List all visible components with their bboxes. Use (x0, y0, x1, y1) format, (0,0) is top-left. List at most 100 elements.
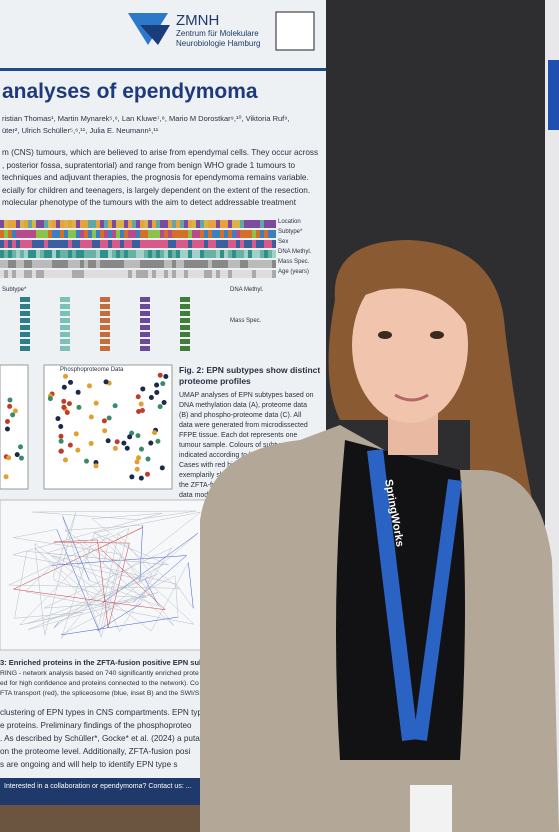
figure-graphic (196, 270, 200, 278)
figure-graphic (148, 260, 152, 268)
poster-text: Location (278, 219, 301, 225)
figure-graphic (144, 260, 148, 268)
poster-text: DNA Methyl. (230, 287, 264, 293)
figure-graphic (44, 270, 48, 278)
figure-graphic (100, 240, 104, 248)
figure-graphic (52, 512, 77, 577)
figure-graphic (216, 240, 220, 248)
figure-graphic (28, 230, 32, 238)
figure-graphic (128, 250, 132, 258)
figure-graphic (148, 250, 152, 258)
figure-graphic (64, 409, 70, 415)
figure-graphic (208, 230, 212, 238)
figure-graphic (114, 439, 120, 445)
figure-graphic (12, 260, 16, 268)
figure-graphic (128, 220, 132, 228)
poster-text: 3: Enriched proteins in the ZFTA-fusion … (0, 658, 220, 667)
figure-graphic (212, 250, 216, 258)
figure-graphic (192, 230, 196, 238)
figure-graphic (76, 230, 80, 238)
figure-graphic (228, 220, 232, 228)
figure-graphic (16, 240, 20, 248)
poster-text: Age (years) (278, 269, 310, 275)
figure-graphic (100, 250, 104, 258)
figure-graphic (24, 220, 28, 228)
figure-graphic (96, 260, 100, 268)
figure-graphic (68, 260, 72, 268)
poster-text: data were generated from microdissected (179, 422, 308, 429)
logo-mark (140, 25, 170, 45)
figure-graphic (156, 240, 160, 248)
figure-graphic (25, 565, 53, 592)
figure-graphic (188, 230, 192, 238)
figure-graphic (67, 442, 73, 448)
poster-text: exemplarily show the dist... (179, 472, 264, 479)
poster-text: m (CNS) tumours, which are believed to a… (2, 148, 319, 157)
figure-graphic (124, 270, 128, 278)
figure-graphic (60, 332, 70, 337)
figure-graphic (148, 220, 152, 228)
figure-graphic (236, 230, 240, 238)
figure-graphic (236, 250, 240, 258)
poster-text: ecially for children and teenagers, is l… (2, 185, 311, 195)
figure-graphic (20, 332, 30, 337)
poster-text: DNA Methyl. (278, 249, 312, 255)
figure-graphic (192, 270, 196, 278)
figure-graphic (232, 250, 236, 258)
figure-graphic (48, 260, 52, 268)
figure-graphic (19, 534, 110, 626)
figure-graphic (4, 270, 8, 278)
figure-graphic (156, 270, 160, 278)
figure-graphic (236, 270, 240, 278)
figure-graphic (36, 250, 40, 258)
figure-graphic (0, 250, 4, 258)
figure-graphic (0, 499, 211, 651)
figure-graphic (200, 270, 204, 278)
figure-graphic (140, 220, 144, 228)
figure-graphic (112, 250, 116, 258)
figure-graphic (8, 270, 12, 278)
figure-graphic (47, 396, 53, 402)
figure-graphic (53, 539, 98, 543)
figure-graphic (140, 311, 150, 316)
top (336, 440, 465, 760)
figure-graphic (188, 240, 192, 248)
figure-graphic (89, 580, 159, 606)
figure-graphic (272, 250, 276, 258)
figure-graphic (48, 240, 52, 248)
figure-graphic (268, 250, 272, 258)
figure-graphic (180, 346, 190, 351)
figure-graphic (164, 270, 168, 278)
figure-graphic (80, 220, 84, 228)
badge (410, 785, 452, 832)
figure-graphic (100, 528, 130, 638)
figure-graphic (248, 260, 252, 268)
figure-graphic (272, 270, 276, 278)
figure-graphic (104, 240, 108, 248)
figure-graphic (86, 383, 92, 389)
figure-graphic (100, 325, 110, 330)
figure-graphic (0, 220, 4, 228)
poster-text: ed for high confidence and proteins conn… (0, 680, 199, 687)
figure-graphic (28, 260, 32, 268)
figure-graphic (136, 250, 140, 258)
figure-graphic (244, 220, 248, 228)
figure-graphic (60, 250, 64, 258)
figure-graphic (80, 250, 84, 258)
poster-text: ristian Thomas¹, Martin Mynarek⁵,⁶, Lan … (2, 114, 290, 123)
figure-graphic (272, 230, 276, 238)
figure-graphic (88, 250, 92, 258)
figure-graphic (40, 260, 44, 268)
figure-graphic (148, 270, 152, 278)
figure-graphic (180, 311, 190, 316)
figure-graphic (88, 230, 92, 238)
figure-graphic (100, 311, 110, 316)
figure-graphic (48, 220, 52, 228)
figure-graphic (8, 240, 12, 248)
figure-graphic (4, 220, 8, 228)
figure-graphic (16, 230, 20, 238)
figure-graphic (264, 220, 268, 228)
poster-text: . As described by Schüller*, Gocke* et a… (0, 734, 200, 743)
poster-text: Cases with red highlighted ... (179, 462, 269, 469)
figure-graphic (112, 403, 118, 409)
